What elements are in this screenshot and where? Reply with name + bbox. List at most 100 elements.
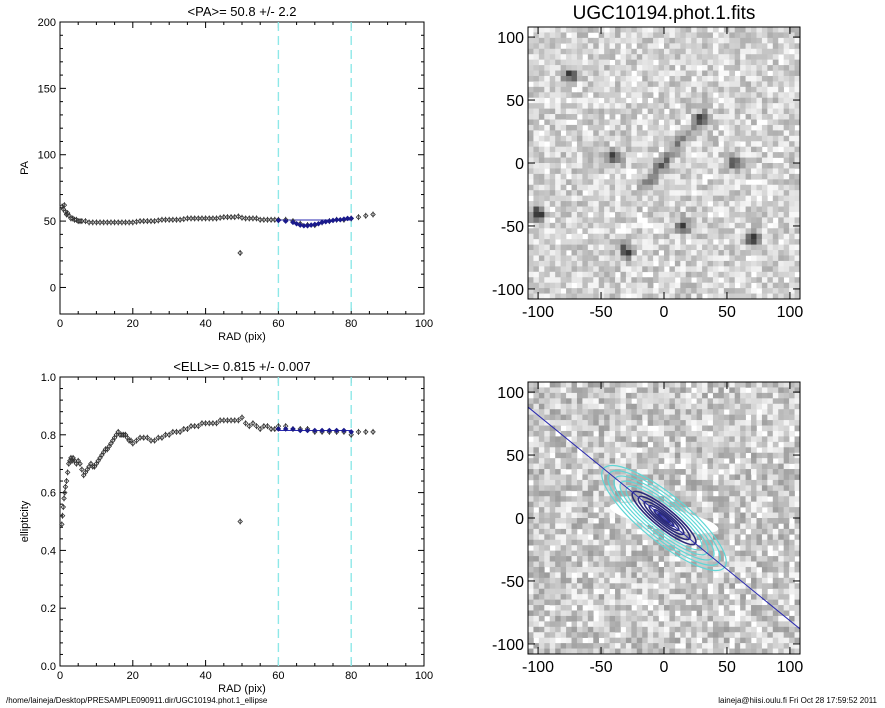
pixel <box>685 392 692 399</box>
pixel <box>555 594 561 600</box>
pixel <box>680 222 687 229</box>
pixel <box>696 152 703 158</box>
pixel <box>555 523 561 530</box>
pixel <box>615 293 621 300</box>
pixel <box>620 190 627 196</box>
pixel <box>582 539 589 546</box>
pixel <box>783 97 790 104</box>
pixel <box>544 501 551 508</box>
pixel <box>549 626 556 633</box>
pixel <box>734 260 741 267</box>
pixel <box>609 441 616 448</box>
pixel <box>653 293 659 300</box>
pixel <box>718 447 725 454</box>
pixel <box>696 452 703 459</box>
pixel <box>680 496 687 502</box>
pixel <box>723 135 730 142</box>
x-tick-label: 40 <box>199 670 211 682</box>
pixel <box>740 523 746 530</box>
pixel <box>756 550 763 557</box>
pixel <box>653 621 659 628</box>
pixel <box>745 27 752 33</box>
pixel <box>647 48 654 55</box>
pixel <box>549 528 556 535</box>
pixel <box>549 403 556 410</box>
pixel <box>636 190 643 196</box>
pixel <box>571 588 578 595</box>
pixel <box>604 594 610 600</box>
data-point <box>184 426 191 432</box>
pixel <box>593 114 600 120</box>
pixel <box>674 146 681 153</box>
pixel <box>751 157 757 164</box>
pixel <box>685 250 692 256</box>
pixel <box>680 392 687 399</box>
pixel <box>560 233 567 240</box>
pixel <box>620 293 627 300</box>
pixel <box>702 447 708 454</box>
pixel <box>751 130 757 137</box>
pixel <box>664 599 670 606</box>
pixel <box>674 70 681 77</box>
pixel <box>740 206 746 213</box>
pixel <box>555 184 561 191</box>
pixel <box>549 463 556 470</box>
pixel <box>718 255 725 262</box>
pixel <box>718 485 725 492</box>
pixel <box>533 277 540 283</box>
pixel <box>680 54 687 60</box>
pixel <box>734 479 741 486</box>
pixel <box>587 496 594 502</box>
pixel <box>631 458 638 464</box>
pixel <box>625 195 632 202</box>
pixel <box>712 447 719 454</box>
pixel <box>658 479 665 486</box>
pixel <box>702 425 708 432</box>
pixel <box>555 479 561 486</box>
pixel <box>674 501 681 508</box>
pixel <box>723 206 730 213</box>
fit-point <box>297 427 304 434</box>
data-point <box>210 420 216 427</box>
pixel <box>751 605 757 611</box>
pixel <box>609 86 616 93</box>
pixel <box>636 392 643 399</box>
pixel <box>691 441 697 448</box>
pixel <box>582 512 589 519</box>
pixel <box>566 605 572 611</box>
pixel <box>794 81 801 88</box>
pixel <box>729 97 736 104</box>
pixel <box>538 255 545 262</box>
pixel <box>702 507 708 513</box>
pixel <box>702 103 708 109</box>
pixel <box>582 447 589 454</box>
pixel <box>783 37 790 44</box>
pixel <box>685 469 692 475</box>
pixel <box>647 572 654 579</box>
pixel <box>538 615 545 622</box>
pixel <box>745 392 752 399</box>
pixel <box>751 59 757 66</box>
pixel <box>549 97 556 104</box>
pixel <box>674 32 681 39</box>
pixel <box>571 222 578 229</box>
pixel <box>745 621 752 628</box>
pixel <box>598 615 605 622</box>
pixel <box>528 534 534 541</box>
pixel <box>789 108 795 115</box>
pixel <box>712 37 719 44</box>
pixel <box>571 157 578 164</box>
pixel <box>538 469 545 475</box>
pixel <box>745 501 752 508</box>
pixel <box>669 485 676 492</box>
pixel <box>761 211 768 218</box>
pixel <box>538 588 545 595</box>
pixel <box>549 550 556 557</box>
pixel <box>680 293 687 300</box>
pixel <box>751 184 757 191</box>
pixel <box>696 228 703 235</box>
pixel <box>718 583 725 590</box>
pixel <box>538 566 545 573</box>
pixel <box>761 152 768 158</box>
pixel <box>685 135 692 142</box>
